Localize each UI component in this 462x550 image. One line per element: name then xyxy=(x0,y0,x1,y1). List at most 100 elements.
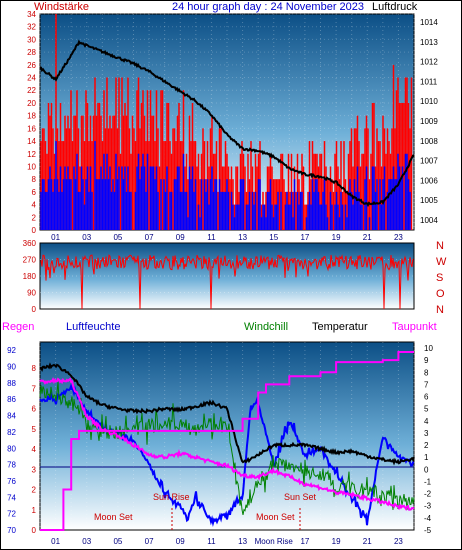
rain-tick-label: 3 xyxy=(32,465,37,474)
hour-tick-label: 21 xyxy=(363,233,372,242)
temperature-tick-label: 4 xyxy=(424,417,429,426)
humidity-tick-label: 82 xyxy=(7,428,16,437)
pressure-tick-label: 1007 xyxy=(420,157,438,166)
header-left: Windstärke xyxy=(34,1,89,13)
temperature-line xyxy=(39,362,415,466)
wind-tick-label: 30 xyxy=(27,35,36,44)
compass-label: N xyxy=(436,240,444,252)
legend-temperature: Temperatur xyxy=(312,321,368,333)
wind-tick-label: 32 xyxy=(27,23,36,32)
wind-tick-label: 10 xyxy=(27,162,36,171)
humidity-tick-label: 86 xyxy=(7,395,16,404)
winddir-tick-label: 180 xyxy=(23,272,37,281)
pressure-tick-label: 1013 xyxy=(420,38,438,47)
rain-tick-label: 5 xyxy=(32,425,37,434)
humidity-tick-label: 88 xyxy=(7,379,16,388)
hour-tick-label: 01 xyxy=(51,233,60,242)
temperature-tick-label: -1 xyxy=(424,477,432,486)
wind-tick-label: 12 xyxy=(27,150,36,159)
temperature-tick-label: 9 xyxy=(424,356,429,365)
hour-tick-label: Moon Rise xyxy=(255,537,294,546)
wind-tick-label: 0 xyxy=(32,226,37,235)
pressure-tick-label: 1011 xyxy=(420,77,438,86)
humidity-tick-label: 84 xyxy=(7,412,16,421)
rain-line xyxy=(40,351,414,531)
temperature-tick-label: 8 xyxy=(424,368,429,377)
winddir-tick-label: 90 xyxy=(27,289,36,298)
wind-tick-label: 24 xyxy=(27,74,36,83)
temperature-tick-label: 3 xyxy=(424,429,429,438)
pressure-tick-label: 1014 xyxy=(420,18,438,27)
legend-humidity: Luftfeuchte xyxy=(66,321,120,333)
pressure-tick-label: 1010 xyxy=(420,97,438,106)
moon-set-label: Moon Set xyxy=(94,512,133,522)
rain-tick-label: 8 xyxy=(32,364,37,373)
humidity-tick-label: 76 xyxy=(7,477,16,486)
wind-tick-label: 2 xyxy=(32,213,37,222)
humidity-tick-label: 70 xyxy=(7,526,16,535)
hour-tick-label: 11 xyxy=(207,233,216,242)
hour-tick-label: 03 xyxy=(82,537,91,546)
header-right: Luftdruck xyxy=(372,1,418,13)
hour-tick-label: 05 xyxy=(113,233,122,242)
hour-tick-label: 21 xyxy=(363,537,372,546)
rain-tick-label: 6 xyxy=(32,405,37,414)
rain-tick-label: 1 xyxy=(32,506,37,515)
hour-tick-label: 15 xyxy=(269,233,278,242)
humidity-tick-label: 80 xyxy=(7,444,16,453)
winddir-tick-label: 360 xyxy=(23,239,37,248)
hour-tick-label: 07 xyxy=(145,537,154,546)
temperature-tick-label: -4 xyxy=(424,514,432,523)
temperature-tick-label: 0 xyxy=(424,465,429,474)
hour-tick-label: 17 xyxy=(300,233,309,242)
winddir-tick-label: 0 xyxy=(32,305,37,314)
wind-tick-label: 28 xyxy=(27,48,36,57)
pressure-axis-labels: 1014 1013 1012 1011 1010 1009 1008 1007 1006 1005… xyxy=(420,18,438,225)
winddir-tick-label: 270 xyxy=(23,256,37,265)
hour-tick-label: 23 xyxy=(394,233,403,242)
compass-label: S xyxy=(436,272,443,284)
humidity-tick-label: 72 xyxy=(7,510,16,519)
wind-gust-bars xyxy=(40,141,411,230)
moon-set-label-2: Moon Set xyxy=(256,512,295,522)
humidity-axis-labels: 92 90 88 86 84 82 80 78 76 74 72 70 xyxy=(7,346,16,535)
humidity-tick-label: 90 xyxy=(7,363,16,372)
pressure-tick-label: 1012 xyxy=(420,58,438,67)
wind-tick-label: 14 xyxy=(27,137,36,146)
rain-tick-label: 7 xyxy=(32,384,37,393)
humidity-tick-label: 74 xyxy=(7,493,16,502)
humidity-tick-label: 92 xyxy=(7,346,16,355)
sun-rise-label: Sun Rise xyxy=(153,492,190,502)
header-title: 24 hour graph day : 24 November 2023 xyxy=(172,1,364,13)
compass-label: W xyxy=(436,256,447,268)
rain-tick-label: 2 xyxy=(32,486,37,495)
wind-direction-line xyxy=(40,254,414,310)
temperature-tick-label: 2 xyxy=(424,441,429,450)
compass-label: O xyxy=(436,288,445,300)
rain-tick-label: 0 xyxy=(32,526,37,535)
x-axis-hours-3: 01 03 05 07 09 11 13 Moon Rise 17 19 21 23 xyxy=(51,537,403,546)
hour-tick-label: 23 xyxy=(394,537,403,546)
wind-tick-label: 4 xyxy=(32,201,37,210)
pressure-tick-label: 1009 xyxy=(420,117,438,126)
hour-tick-label: 05 xyxy=(113,537,122,546)
hour-tick-label: 09 xyxy=(176,537,185,546)
hour-tick-label: 19 xyxy=(332,233,341,242)
wind-tick-label: 6 xyxy=(32,188,37,197)
pressure-tick-label: 1004 xyxy=(420,216,438,225)
hour-tick-label: 09 xyxy=(176,233,185,242)
legend-windchill: Windchill xyxy=(244,321,288,333)
wind-tick-label: 22 xyxy=(27,86,36,95)
winddir-axis-labels: 360 270 180 90 0 xyxy=(23,239,37,314)
sun-set-label: Sun Set xyxy=(284,492,317,502)
hour-tick-label: 01 xyxy=(51,537,60,546)
hour-tick-label: 07 xyxy=(145,233,154,242)
temperature-tick-label: 7 xyxy=(424,380,429,389)
temperature-tick-label: 1 xyxy=(424,453,429,462)
hour-tick-label: 11 xyxy=(207,537,216,546)
pressure-tick-label: 1005 xyxy=(420,196,438,205)
humidity-tick-label: 78 xyxy=(7,461,16,470)
temperature-tick-label: 6 xyxy=(424,393,429,402)
temperature-tick-label: 5 xyxy=(424,405,429,414)
